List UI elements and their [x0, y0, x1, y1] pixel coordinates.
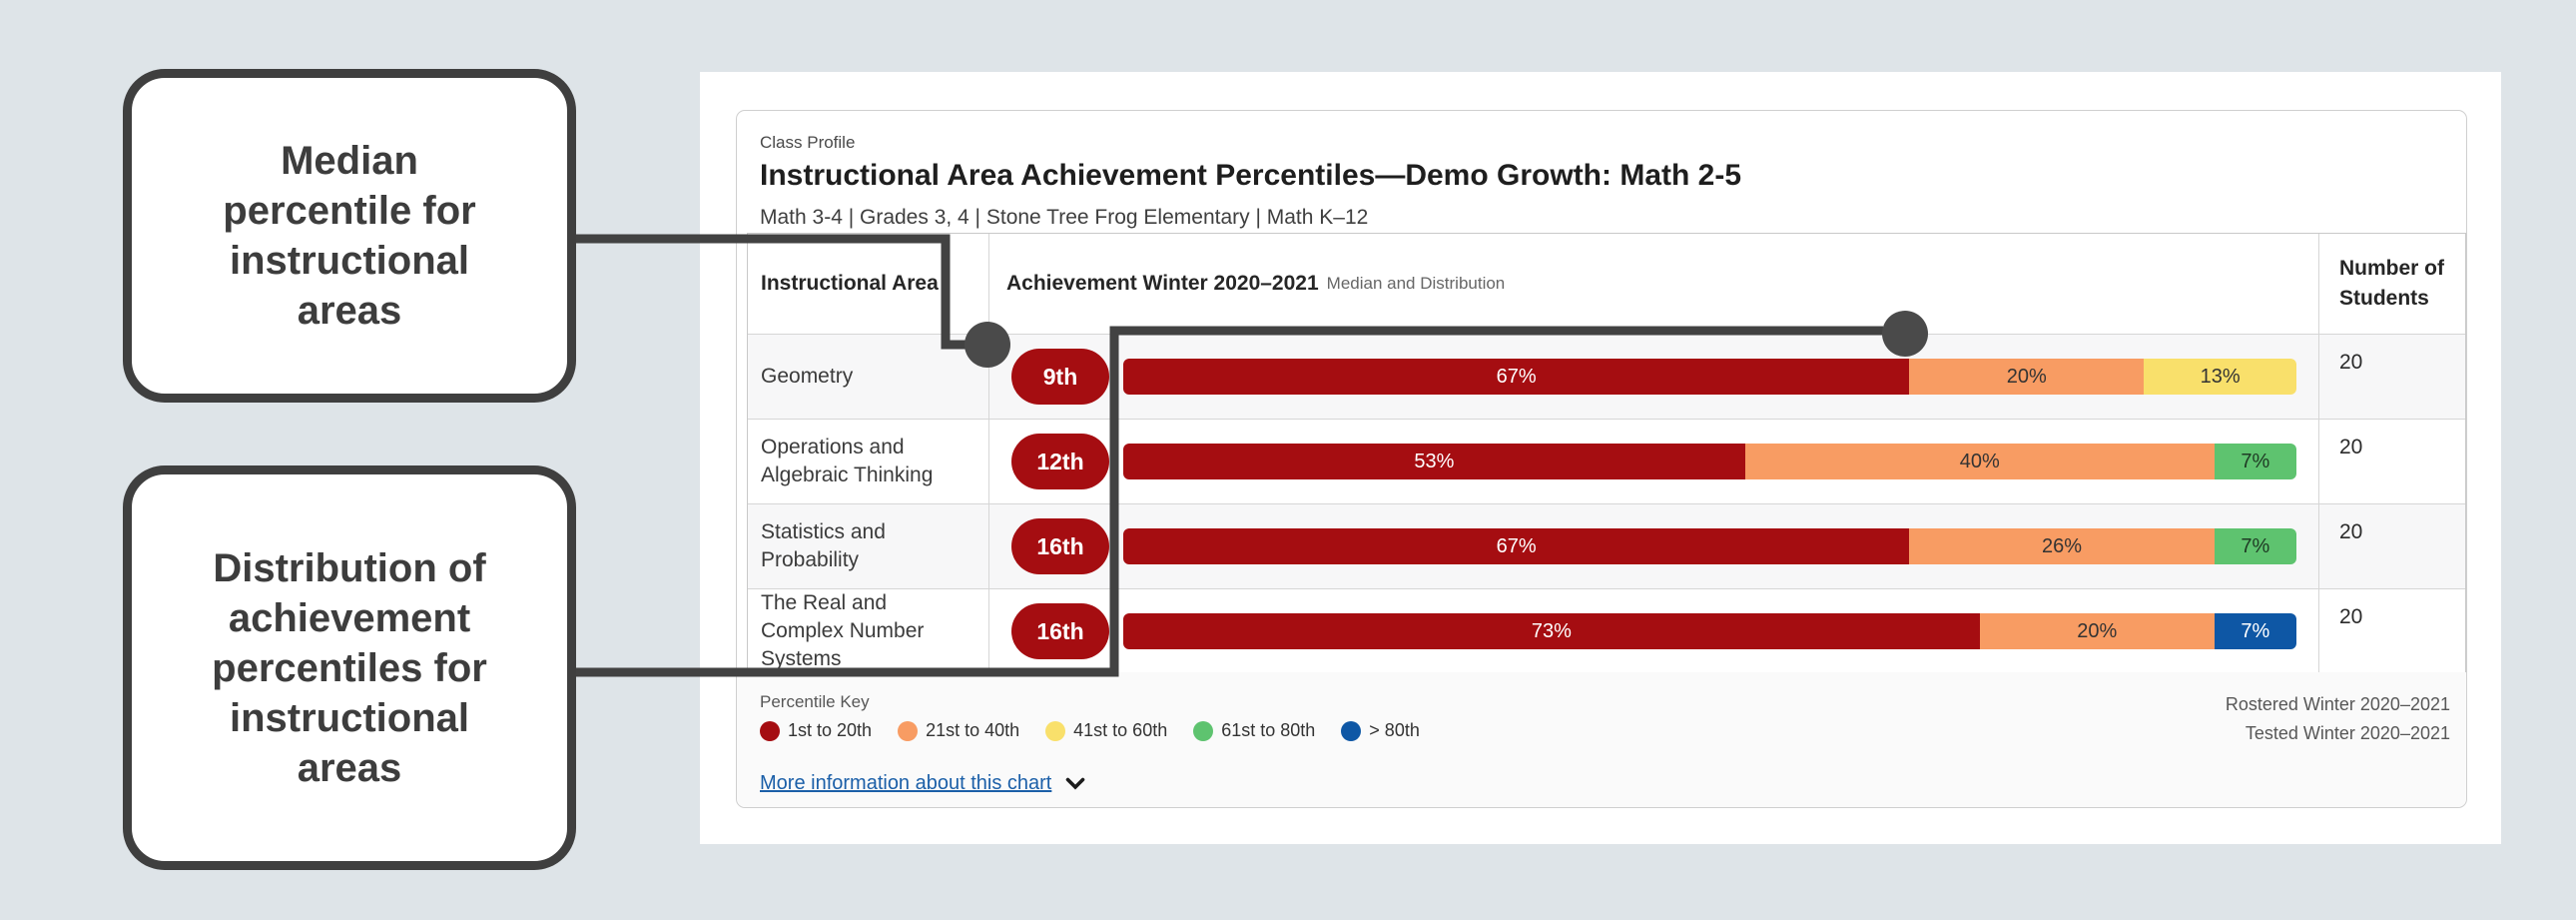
bar-segment: 67%	[1123, 528, 1910, 564]
report-title: Instructional Area Achievement Percentil…	[760, 159, 1742, 192]
legend-label: 21st to 40th	[926, 720, 1020, 740]
distribution-cell: 16th 67% 26% 7%	[988, 503, 2318, 588]
more-info-row: More information about this chart	[760, 772, 1085, 795]
report-subtitle: Math 3-4 | Grades 3, 4 | Stone Tree Frog…	[760, 206, 1369, 229]
bar-segment: 40%	[1744, 444, 2215, 479]
bar-segment: 20%	[1979, 613, 2215, 649]
distribution-cell: 16th 73% 20% 7%	[988, 588, 2318, 673]
legend-label: 61st to 80th	[1221, 720, 1316, 740]
legend-label: 41st to 60th	[1073, 720, 1168, 740]
distribution-cell: 12th 53% 40% 7%	[988, 419, 2318, 503]
bar-segment: 73%	[1123, 613, 1980, 649]
col-header-achievement-main: Achievement Winter 2020–2021	[1006, 272, 1319, 295]
legend-item: 1st to 20th	[760, 720, 872, 741]
card-footer: Percentile Key 1st to 20th 21st to 40th …	[737, 672, 2466, 807]
students-cell: 20	[2318, 503, 2465, 588]
report-dates: Rostered Winter 2020–2021 Tested Winter …	[2226, 690, 2450, 748]
bar-segment: 67%	[1123, 359, 1910, 395]
legend-item: 21st to 40th	[898, 720, 1019, 741]
bar-segment: 13%	[2144, 359, 2296, 395]
area-cell: Statistics and Probability	[748, 503, 988, 588]
area-cell: The Real and Complex Number Systems	[748, 588, 988, 673]
legend-swatch	[760, 720, 780, 741]
tested-date: Tested Winter 2020–2021	[2245, 723, 2450, 743]
col-header-number-of-students: Number of Students	[2318, 234, 2465, 334]
median-pill: 12th	[1011, 434, 1109, 489]
bar-segment: 26%	[1909, 528, 2215, 564]
distribution-bar: 67% 20% 13%	[1123, 359, 2296, 395]
legend-swatch	[1193, 720, 1214, 741]
percentile-key-title: Percentile Key	[760, 692, 870, 711]
callout-median-text: Median percentile for instructional area…	[223, 139, 476, 333]
legend-item: 61st to 80th	[1193, 720, 1315, 741]
distribution-cell: 9th 67% 20% 13%	[988, 334, 2318, 419]
median-pill: 16th	[1011, 518, 1109, 574]
callout-median-note: Median percentile for instructional area…	[123, 69, 576, 403]
col-header-achievement-sub: Median and Distribution	[1326, 274, 1506, 293]
bar-segment: 20%	[1909, 359, 2145, 395]
achievement-table: Instructional Area Achievement Winter 20…	[747, 233, 2466, 674]
legend-swatch	[898, 720, 919, 741]
distribution-bar: 53% 40% 7%	[1123, 444, 2296, 479]
area-cell: Geometry	[748, 334, 988, 419]
legend-item: 41st to 60th	[1045, 720, 1167, 741]
legend-swatch	[1341, 720, 1362, 741]
legend-label: > 80th	[1369, 720, 1420, 740]
legend-swatch	[1045, 720, 1066, 741]
bar-segment: 7%	[2214, 528, 2296, 564]
students-cell: 20	[2318, 588, 2465, 673]
area-cell: Operations and Algebraic Thinking	[748, 419, 988, 503]
callout-distribution-note: Distribution of achievement percentiles …	[123, 465, 576, 870]
callout-distribution-text: Distribution of achievement percentiles …	[212, 545, 487, 790]
rostered-date: Rostered Winter 2020–2021	[2225, 694, 2450, 714]
bar-segment: 53%	[1123, 444, 1745, 479]
distribution-bar: 67% 26% 7%	[1123, 528, 2296, 564]
col-header-achievement: Achievement Winter 2020–2021 Median and …	[988, 234, 2318, 334]
bar-segment: 7%	[2214, 613, 2296, 649]
chevron-down-icon[interactable]	[1065, 777, 1085, 790]
report-card: Class Profile Instructional Area Achieve…	[736, 110, 2467, 808]
legend-label: 1st to 20th	[788, 720, 873, 740]
class-profile-eyebrow: Class Profile	[760, 133, 856, 152]
students-cell: 20	[2318, 334, 2465, 419]
bar-segment: 7%	[2214, 444, 2296, 479]
students-cell: 20	[2318, 419, 2465, 503]
col-header-instructional-area: Instructional Area	[761, 272, 939, 295]
median-pill: 16th	[1011, 603, 1109, 659]
more-info-link[interactable]: More information about this chart	[760, 772, 1052, 794]
distribution-bar: 73% 20% 7%	[1123, 613, 2296, 649]
percentile-key-legend: 1st to 20th 21st to 40th 41st to 60th 61…	[760, 720, 1420, 741]
legend-item: > 80th	[1341, 720, 1420, 741]
median-pill: 9th	[1011, 349, 1109, 405]
